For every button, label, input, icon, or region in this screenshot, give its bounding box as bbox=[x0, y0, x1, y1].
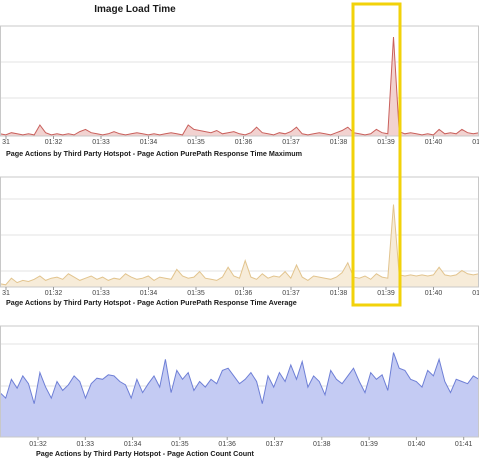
line-series-count bbox=[0, 352, 479, 404]
line-series-avg bbox=[0, 204, 479, 286]
tick-label: 01:36 bbox=[235, 290, 253, 297]
tick-label: 01:40 bbox=[425, 290, 443, 297]
tick-label: 01:40 bbox=[425, 139, 443, 146]
chart-caption-count: Page Actions by Third Party Hotspot - Pa… bbox=[36, 449, 254, 458]
tick-label: 01:36 bbox=[235, 139, 253, 146]
chart-panel-max: 31 01:32 01:33 01:34 01:35 01:36 01:37 01:38 01:… bbox=[0, 25, 479, 158]
tick-label: 01:35 bbox=[171, 441, 189, 448]
tick-label: 01:39 bbox=[360, 441, 378, 448]
tick-label: 01:35 bbox=[187, 290, 205, 297]
tick-label: 01:39 bbox=[377, 290, 395, 297]
tick-label: 01:39 bbox=[377, 139, 395, 146]
tick-label: 01:33 bbox=[92, 139, 110, 146]
tick-label: 01:37 bbox=[282, 290, 300, 297]
tick-label: 01:38 bbox=[330, 290, 348, 297]
chart-panel-count: 01:32 01:33 01:34 01:35 01:36 01:37 01:38 01:39… bbox=[0, 325, 479, 458]
tick-label: 01:32 bbox=[29, 441, 47, 448]
tick-label: 01:38 bbox=[313, 441, 331, 448]
chart-title: Image Load Time bbox=[94, 4, 176, 15]
tick-label: 01:37 bbox=[266, 441, 284, 448]
area-series-avg bbox=[0, 204, 479, 287]
tick-label: 01:38 bbox=[330, 139, 348, 146]
tick-label: 01:36 bbox=[218, 441, 236, 448]
tick-label: 01:40 bbox=[408, 441, 426, 448]
highlight-box bbox=[351, 2, 402, 307]
line-series-max bbox=[0, 36, 479, 136]
tick-label: 01:41 bbox=[472, 139, 479, 146]
chart-caption-max: Page Actions by Third Party Hotspot - Pa… bbox=[6, 149, 302, 158]
tick-label: 31 bbox=[2, 290, 10, 297]
tick-label: 01:34 bbox=[124, 441, 142, 448]
tick-label: 01:33 bbox=[92, 290, 110, 297]
tick-label: 01:34 bbox=[140, 139, 158, 146]
chart-panel-avg: 31 01:32 01:33 01:34 01:35 01:36 01:37 01:38 01:… bbox=[0, 176, 479, 307]
tick-label: 01:32 bbox=[45, 139, 63, 146]
area-series-count bbox=[0, 352, 479, 437]
tick-label: 01:41 bbox=[472, 290, 479, 297]
area-series-max bbox=[0, 37, 479, 136]
tick-label: 01:32 bbox=[45, 290, 63, 297]
tick-label: 01:35 bbox=[187, 139, 205, 146]
plot-frame-max bbox=[0, 25, 479, 137]
tick-label: 01:41 bbox=[455, 441, 473, 448]
tick-label: 01:33 bbox=[77, 441, 95, 448]
tick-label: 01:34 bbox=[140, 290, 158, 297]
tick-label: 01:37 bbox=[282, 139, 300, 146]
chart-caption-avg: Page Actions by Third Party Hotspot - Pa… bbox=[6, 298, 297, 307]
tick-label: 31 bbox=[2, 139, 10, 146]
